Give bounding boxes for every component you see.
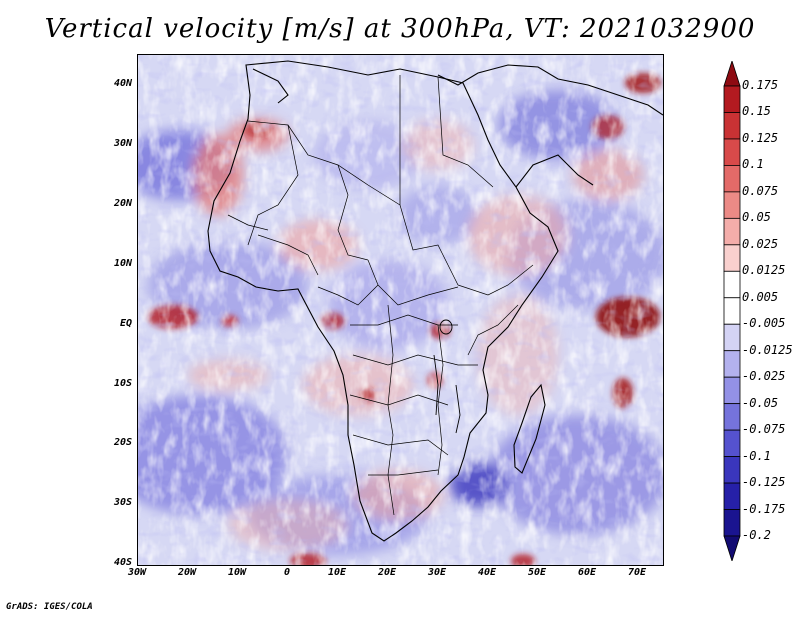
colorbar-bin bbox=[723, 270, 741, 299]
colorbar-label: 0.0125 bbox=[742, 263, 786, 278]
colorbar-bin bbox=[723, 429, 741, 457]
colorbar-label: -0.2 bbox=[742, 528, 771, 542]
lat-label-eq: EQ bbox=[119, 318, 132, 329]
colorbar-bin bbox=[723, 112, 741, 140]
lon-label-50e: 50E bbox=[527, 567, 547, 578]
colorbar-label: 0.05 bbox=[742, 210, 771, 225]
lat-label-40s: 40S bbox=[113, 557, 132, 568]
lon-label-20e: 20E bbox=[377, 567, 397, 578]
colorbar-label: 0.125 bbox=[742, 130, 779, 145]
colorbar-label: -0.05 bbox=[742, 395, 779, 410]
colorbar-label: -0.005 bbox=[742, 316, 786, 331]
colorbar-label: 0.005 bbox=[742, 289, 779, 304]
lon-label-30w: 30W bbox=[127, 567, 147, 578]
colorbar-bin bbox=[723, 509, 741, 537]
colorbar-bin bbox=[723, 350, 741, 378]
lat-label-30n: 30N bbox=[113, 138, 132, 149]
colorbar-segments bbox=[723, 61, 741, 561]
colorbar-bin bbox=[723, 376, 741, 405]
colorbar-bin bbox=[723, 323, 741, 352]
lon-label-30e: 30E bbox=[427, 567, 447, 578]
map-title: Vertical velocity [m/s] at 300hPa, VT: 2… bbox=[44, 14, 756, 44]
colorbar-bin bbox=[723, 61, 741, 87]
lat-label-10n: 10N bbox=[113, 258, 132, 269]
lat-label-30s: 30S bbox=[113, 497, 132, 508]
colorbar-bin bbox=[723, 165, 741, 193]
lat-label-40n: 40N bbox=[113, 78, 132, 89]
lon-label-60e: 60E bbox=[577, 567, 597, 578]
colorbar-label: 0.025 bbox=[742, 236, 779, 251]
colorbar-bin bbox=[723, 85, 741, 113]
colorbar-label: -0.075 bbox=[742, 422, 786, 437]
country-borders bbox=[227, 75, 534, 516]
lon-label-0: 0 bbox=[283, 567, 291, 578]
colorbar-label: 0.175 bbox=[742, 78, 779, 92]
colorbar-bin bbox=[723, 403, 741, 431]
colorbar-bin bbox=[723, 138, 741, 166]
lon-label-10w: 10W bbox=[227, 567, 247, 578]
colorbar-bin bbox=[723, 535, 741, 561]
coastlines bbox=[207, 60, 663, 542]
colorbar-bin bbox=[723, 482, 741, 510]
colorbar-label: -0.1 bbox=[742, 448, 771, 463]
colorbar-bin bbox=[723, 244, 741, 272]
colorbar-bin bbox=[723, 456, 741, 484]
colorbar-bin bbox=[723, 297, 741, 325]
colorbar-label: 0.075 bbox=[742, 183, 779, 198]
colorbar-label: -0.175 bbox=[742, 501, 786, 516]
lon-label-20w: 20W bbox=[177, 567, 197, 578]
colorbar-bin bbox=[723, 217, 741, 246]
lon-label-10e: 10E bbox=[327, 567, 347, 578]
colorbar-label: 0.1 bbox=[742, 157, 764, 172]
colorbar-label: 0.15 bbox=[742, 104, 771, 119]
lon-label-70e: 70E bbox=[627, 567, 647, 578]
lakes bbox=[433, 319, 461, 434]
lat-label-20n: 20N bbox=[113, 198, 132, 209]
colorbar-label: -0.025 bbox=[742, 369, 786, 384]
vertical-velocity-field bbox=[138, 55, 663, 565]
lat-label-10s: 10S bbox=[113, 378, 132, 389]
colorbar bbox=[723, 61, 741, 561]
lon-label-40e: 40E bbox=[477, 567, 497, 578]
colorbar-label: -0.125 bbox=[742, 475, 786, 490]
grads-credit: GrADS: IGES/COLA bbox=[6, 602, 93, 612]
colorbar-label: -0.0125 bbox=[742, 342, 793, 357]
map-panel[interactable] bbox=[137, 54, 664, 566]
colorbar-bin bbox=[723, 191, 741, 219]
lat-label-20s: 20S bbox=[113, 437, 132, 448]
